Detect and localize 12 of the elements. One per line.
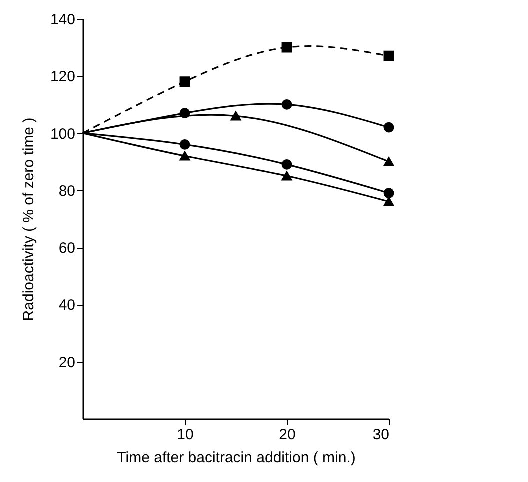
y-tick-label: 100 (50, 126, 76, 143)
y-tick-label: 40 (58, 297, 76, 314)
y-tick-label: 60 (58, 240, 76, 258)
x-tick-label: 10 (177, 426, 194, 444)
y-tick-label: 80 (58, 182, 76, 200)
y-tick-label: 120 (50, 68, 76, 86)
y-tick-label: 20 (58, 354, 76, 372)
y-tick-label: 140 (50, 12, 76, 28)
x-tick-label: 20 (279, 426, 296, 444)
x-tick-label: 30 (372, 426, 390, 444)
y-axis-title: Radioactivity ( % of zero time ) (20, 118, 38, 322)
x-axis-title: Time after bacitracin addition ( min.) (117, 450, 356, 466)
